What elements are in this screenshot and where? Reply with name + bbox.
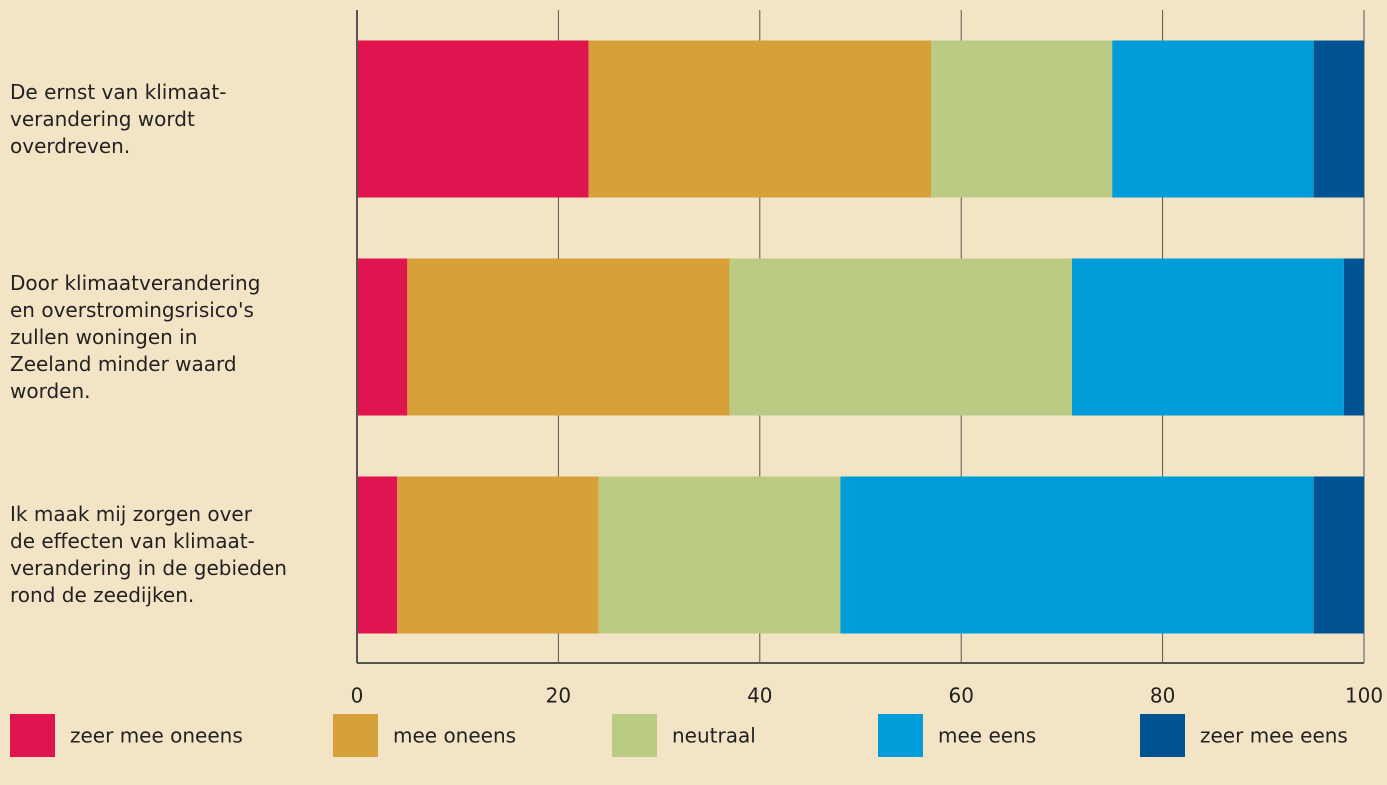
- category-label: Ik maak mij zorgen over de effecten van …: [10, 502, 287, 607]
- x-tick-label: 0: [351, 684, 364, 708]
- bar-segment: [1343, 258, 1364, 416]
- category-label: De ernst van klimaat- verandering wordt …: [10, 79, 227, 158]
- legend-label: neutraal: [672, 724, 756, 748]
- x-tick-label: 20: [546, 684, 571, 708]
- legend-label: zeer mee eens: [1200, 724, 1348, 748]
- legend-swatch: [878, 714, 923, 757]
- bar-segment: [1313, 476, 1364, 634]
- x-tick-label: 40: [747, 684, 772, 708]
- bar-segment: [1071, 258, 1344, 416]
- bar-segment: [598, 476, 841, 634]
- legend-label: mee oneens: [393, 724, 516, 748]
- bar-segment: [588, 40, 931, 198]
- bar-segment: [1313, 40, 1364, 198]
- x-tick-label: 80: [1150, 684, 1175, 708]
- x-tick-label: 60: [948, 684, 973, 708]
- bar-segment: [397, 476, 599, 634]
- legend-label: zeer mee oneens: [70, 724, 243, 748]
- legend-swatch: [1140, 714, 1185, 757]
- bar-segment: [840, 476, 1314, 634]
- legend-swatch: [612, 714, 657, 757]
- category-label: Door klimaatverandering en overstromings…: [10, 270, 261, 403]
- bar-segment: [357, 40, 589, 198]
- bar-segment: [357, 476, 398, 634]
- bar-segment: [930, 40, 1113, 198]
- x-tick-label: 100: [1345, 684, 1383, 708]
- legend-swatch: [10, 714, 55, 757]
- bar-segment: [407, 258, 730, 416]
- bar-segment: [1112, 40, 1314, 198]
- bar-segment: [729, 258, 1072, 416]
- legend-label: mee eens: [938, 724, 1036, 748]
- legend-swatch: [333, 714, 378, 757]
- bar-segment: [357, 258, 408, 416]
